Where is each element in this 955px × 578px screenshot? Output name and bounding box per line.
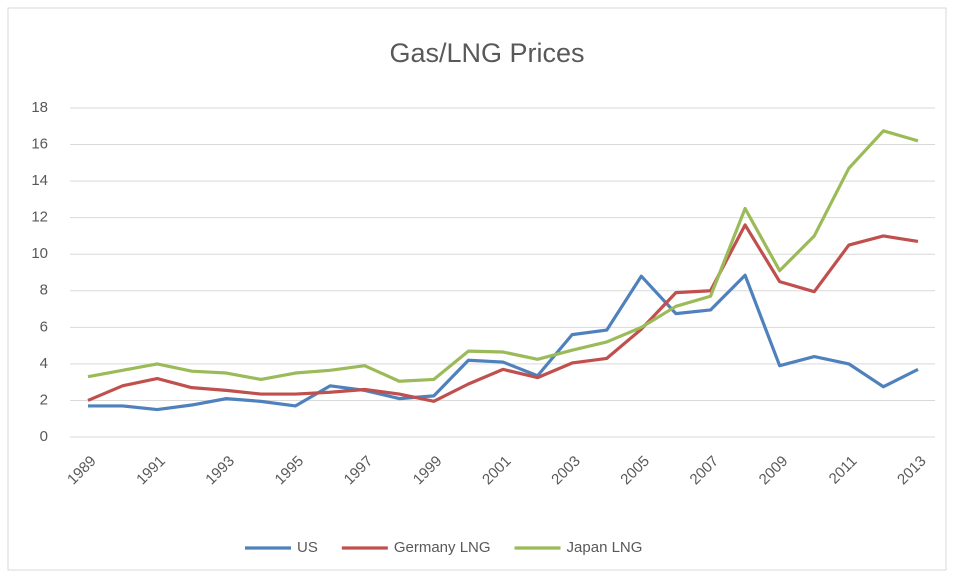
y-tick-label: 0 bbox=[40, 428, 48, 445]
chart-frame bbox=[7, 7, 947, 571]
series-line bbox=[87, 223, 919, 403]
y-tick-label: 6 bbox=[40, 318, 48, 335]
y-tick-label: 10 bbox=[31, 245, 48, 262]
y-tick-label: 18 bbox=[31, 99, 48, 116]
y-tick-label: 4 bbox=[40, 355, 48, 372]
series-line bbox=[88, 273, 919, 412]
legend-label: Germany LNG bbox=[394, 539, 491, 556]
y-tick-label: 14 bbox=[31, 172, 48, 189]
series-line bbox=[87, 129, 919, 383]
legend-label: Japan LNG bbox=[567, 539, 643, 556]
y-tick-label: 2 bbox=[40, 391, 48, 408]
y-tick-label: 12 bbox=[31, 209, 48, 226]
y-tick-label: 8 bbox=[40, 282, 48, 299]
legend-label: US bbox=[297, 539, 318, 556]
chart-title: Gas/LNG Prices bbox=[389, 38, 584, 68]
y-tick-label: 16 bbox=[31, 136, 48, 153]
